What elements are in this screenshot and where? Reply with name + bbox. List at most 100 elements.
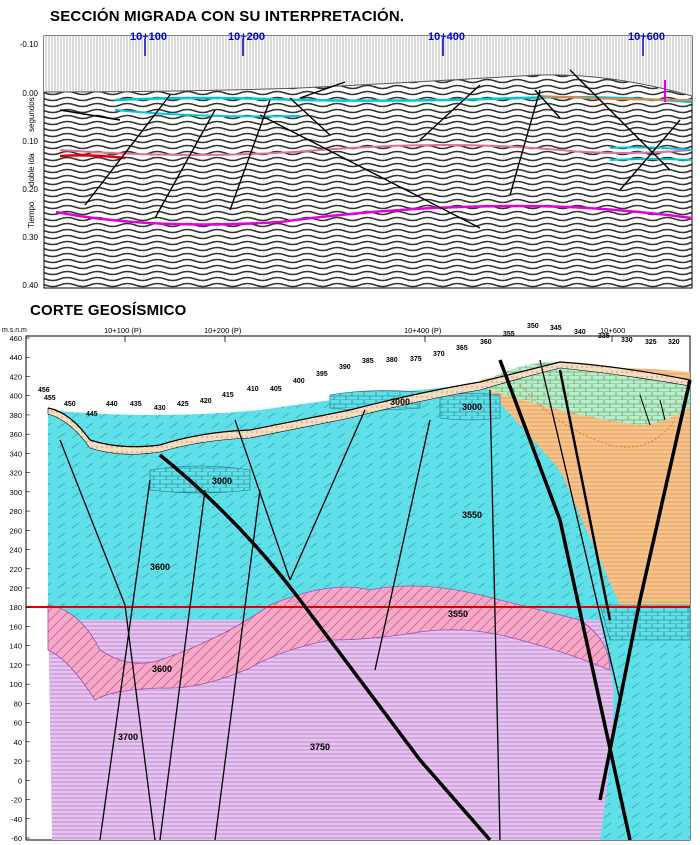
seismic-station-label: 10+600 — [628, 31, 665, 43]
geo-y-tick: 440 — [9, 353, 22, 362]
velocity-label: 3550 — [448, 609, 468, 619]
surface-elevation-label: 345 — [550, 325, 562, 332]
horizon-red — [59, 154, 126, 160]
geosection-faults — [59, 359, 692, 842]
surface-elevation-label: 400 — [293, 378, 305, 385]
surface-elevation-label: 380 — [386, 357, 398, 364]
horizon-magenta — [55, 204, 693, 226]
geo-y-tick: -20 — [11, 796, 22, 805]
geo-y-tick: -40 — [11, 815, 22, 824]
seismic-y-tick: 0.30 — [22, 233, 38, 242]
geo-y-tick: 360 — [9, 430, 22, 439]
block-3000-left — [149, 465, 251, 494]
seismic-axis-label: doble ida — [27, 153, 36, 186]
horizon-cyan-right — [609, 146, 693, 161]
geo-y-tick: 260 — [9, 526, 22, 535]
geo-y-tick: 180 — [9, 603, 22, 612]
geo-y-tick: 20 — [14, 757, 22, 766]
horizon-orange — [539, 95, 693, 101]
geo-y-tick: 280 — [9, 507, 22, 516]
geo-station-label: 10+600 — [600, 326, 625, 335]
geo-y-tick: 80 — [14, 699, 22, 708]
surface-elevation-label: 390 — [339, 364, 351, 371]
geo-y-tick: 420 — [9, 372, 22, 381]
geo-y-tick: 300 — [9, 488, 22, 497]
horizon-cyan-lower — [114, 109, 301, 118]
geo-y-tick: -60 — [11, 834, 22, 843]
surface-elevation-label: 445 — [86, 411, 98, 418]
surface-elevation-label: 365 — [456, 345, 468, 352]
geo-y-tick: 320 — [9, 469, 22, 478]
seismic-y-tick: 0.40 — [22, 281, 38, 290]
surface-elevation-label: 330 — [621, 337, 633, 344]
geo-y-tick: 0 — [18, 776, 22, 785]
seismic-axis-label: segundos — [27, 97, 36, 132]
geosection-panel: 4604404204003803603403203002802602402202… — [2, 323, 692, 843]
surface-elevation-label: 385 — [362, 358, 374, 365]
geo-y-tick: 460 — [9, 334, 22, 343]
surface-elevation-label: 350 — [527, 323, 539, 330]
surface-elevation-label: 340 — [574, 329, 586, 336]
surface-elevation-label: 335 — [598, 333, 610, 340]
geo-y-tick: 340 — [9, 449, 22, 458]
velocity-label: 3750 — [310, 742, 330, 752]
velocity-label: 3000 — [462, 402, 482, 412]
geo-y-tick: 160 — [9, 622, 22, 631]
geo-y-tick: 100 — [9, 680, 22, 689]
geo-y-tick: 380 — [9, 411, 22, 420]
surface-elevation-label: 405 — [270, 386, 282, 393]
geo-station-label: 10+400 (P) — [404, 326, 442, 335]
geo-y-tick: 200 — [9, 584, 22, 593]
seismic-station-markers — [144, 38, 644, 56]
seismic-y-tick: 0.10 — [22, 137, 38, 146]
geo-y-axis: 4604404204003803603403203002802602402202… — [9, 334, 30, 843]
geo-station-label: 10+200 (P) — [204, 326, 242, 335]
horizon-cyan — [114, 95, 693, 104]
surface-elevation-label: 375 — [410, 356, 422, 363]
geo-y-tick: 120 — [9, 661, 22, 670]
velocity-label: 3600 — [150, 562, 170, 572]
seismic-station-label: 10+400 — [428, 31, 465, 43]
geo-y-tick: 240 — [9, 546, 22, 555]
seismic-panel: 10+100 10+200 10+400 10+600 -0.10 0.00 0… — [20, 31, 693, 290]
seismic-y-tick: -0.10 — [20, 40, 39, 49]
seismic-y-tick: 0.20 — [22, 185, 38, 194]
surface-elevation-label: 395 — [316, 371, 328, 378]
surface-elevation-label: 456 — [38, 387, 50, 394]
surface-elevation-label: 360 — [480, 339, 492, 346]
geosection-title: CORTE GEOSÍSMICO — [30, 302, 187, 319]
layer-pink-3600 — [47, 585, 611, 701]
seismic-faults — [59, 69, 681, 229]
surface-elevation-label: 425 — [177, 401, 189, 408]
geo-y-tick: 140 — [9, 642, 22, 651]
topographic-surface — [47, 361, 691, 448]
layer-orange-right — [480, 367, 690, 608]
velocity-label: 3600 — [152, 664, 172, 674]
surface-elevation-label: 455 — [44, 395, 56, 402]
seismic-station-label: 10+200 — [228, 31, 265, 43]
surface-elevation-label: 355 — [503, 331, 515, 338]
geo-y-tick: 400 — [9, 392, 22, 401]
horizon-pink — [59, 144, 693, 156]
geo-y-tick: 220 — [9, 565, 22, 574]
geo-station-markers — [124, 336, 613, 342]
seismic-axis-label: Tiempo — [27, 201, 36, 228]
surface-elevation-label: 440 — [106, 401, 118, 408]
geo-station-label: 10+100 (P) — [104, 326, 142, 335]
surface-elevation-label: 325 — [645, 339, 657, 346]
geo-y-tick: 40 — [14, 738, 22, 747]
velocity-label: 3000 — [390, 397, 410, 407]
surface-elevation-label: 435 — [130, 401, 142, 408]
surface-elevation-label: 370 — [433, 351, 445, 358]
surface-elevation-label: 320 — [668, 339, 680, 346]
seismic-station-label: 10+100 — [130, 31, 167, 43]
surface-elevation-label: 410 — [247, 386, 259, 393]
surface-elevation-label: 450 — [64, 401, 76, 408]
seismic-section-title: SECCIÓN MIGRADA CON SU INTERPRETACIÓN. — [50, 8, 405, 25]
surface-elevation-label: 430 — [154, 405, 166, 412]
geo-unit-label: m.s.n.m — [2, 327, 27, 334]
surface-elevation-label: 420 — [200, 398, 212, 405]
surface-elevation-label: 415 — [222, 392, 234, 399]
